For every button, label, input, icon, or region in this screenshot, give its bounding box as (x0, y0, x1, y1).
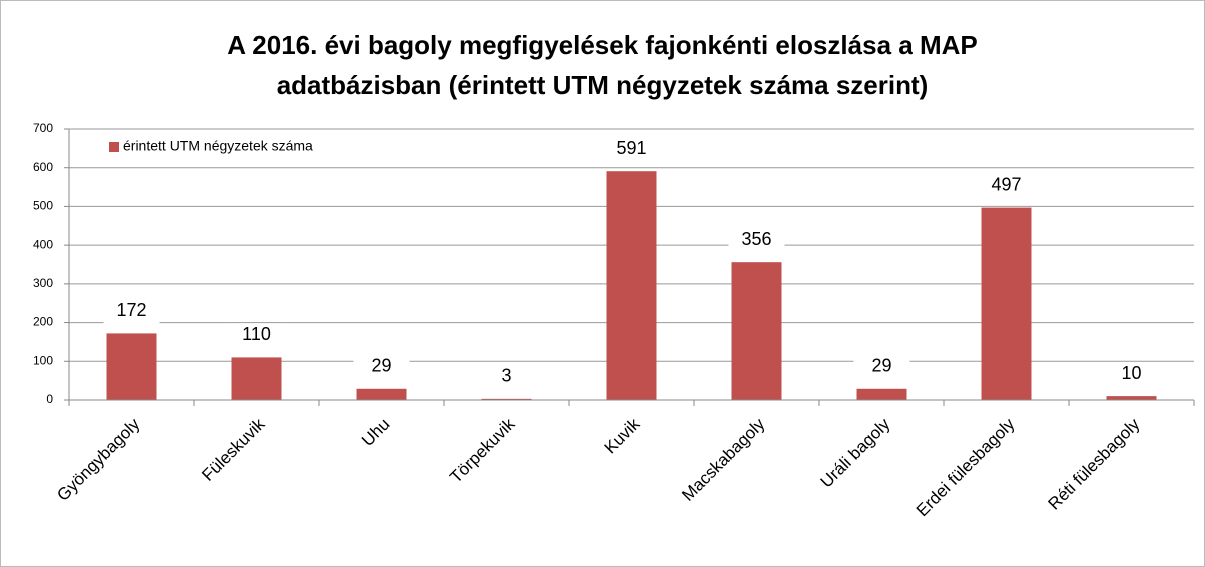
chart-title: A 2016. évi bagoly megfigyelések fajonké… (227, 30, 978, 100)
bar (981, 207, 1032, 400)
y-tick-label: 400 (33, 237, 53, 251)
x-tick-label: Füleskuvik (198, 414, 269, 485)
legend-label: érintett UTM négyzetek száma (123, 138, 313, 154)
value-label: 10 (1121, 363, 1141, 383)
value-label-bg (353, 354, 410, 379)
y-tick-label: 0 (46, 392, 53, 406)
value-label: 497 (991, 174, 1021, 194)
x-tick-label: Erdei fülesbagoly (913, 414, 1019, 520)
bar (481, 398, 532, 400)
y-tick-label: 600 (33, 160, 53, 174)
value-label: 591 (616, 138, 646, 158)
value-label-bg (728, 228, 785, 253)
y-tick-label: 300 (33, 276, 53, 290)
value-label: 356 (741, 229, 771, 249)
bar (106, 333, 157, 400)
x-tick-label: Kuvik (601, 414, 644, 457)
x-tick-label: Macskabagoly (678, 414, 769, 505)
value-label-bg (103, 299, 160, 324)
value-label-bg (1103, 362, 1160, 387)
x-tick-label: Törpekuvik (446, 414, 519, 487)
bar (1106, 396, 1157, 400)
value-label: 3 (501, 366, 511, 386)
bar (606, 171, 657, 400)
bar (356, 388, 407, 400)
bar (731, 262, 782, 400)
value-label-bg (853, 354, 910, 379)
value-label: 110 (242, 324, 271, 344)
x-tick-label: Réti fülesbagoly (1045, 414, 1144, 513)
y-tick-label: 200 (33, 315, 53, 329)
value-label: 29 (371, 356, 391, 376)
y-tick-label: 700 (33, 121, 53, 135)
y-tick-label: 100 (33, 353, 53, 367)
bar (856, 388, 907, 400)
value-label-bg (228, 323, 285, 348)
value-label: 29 (871, 356, 891, 376)
value-label-bg (478, 364, 535, 389)
x-tick-label: Uhu (358, 415, 393, 450)
x-tick-label: Uráli bagoly (817, 414, 894, 491)
legend-marker (109, 142, 119, 152)
bar (231, 357, 282, 400)
y-tick-label: 500 (33, 199, 53, 213)
value-label: 172 (116, 300, 146, 320)
x-tick-label: Gyöngybagoly (53, 414, 144, 505)
value-label-bg (978, 173, 1035, 198)
value-label-bg (603, 137, 660, 162)
